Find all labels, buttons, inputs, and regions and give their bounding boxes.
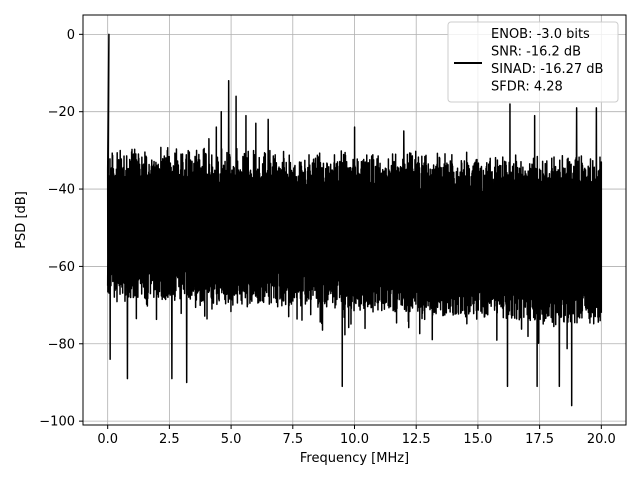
x-tick-label: 0.0 <box>97 432 118 447</box>
y-tick-label: −100 <box>39 415 75 430</box>
y-tick-label: −60 <box>48 260 75 275</box>
legend-enob: ENOB: -3.0 bits <box>491 27 590 42</box>
legend-snr: SNR: -16.2 dB <box>491 45 581 60</box>
x-tick-label: 15.0 <box>463 432 492 447</box>
legend-sinad: SINAD: -16.27 dB <box>491 62 603 77</box>
y-tick-label: 0 <box>67 28 75 43</box>
x-tick-label: 2.5 <box>159 432 180 447</box>
x-tick-label: 20.0 <box>587 432 616 447</box>
y-tick-label: −40 <box>48 183 75 198</box>
y-axis-label: PSD [dB] <box>14 191 29 249</box>
x-tick-label: 10.0 <box>340 432 369 447</box>
psd-series-line <box>106 33 603 407</box>
x-tick-label: 5.0 <box>221 432 242 447</box>
y-axis: 0 −20 −40 −60 −80 −100 <box>39 28 83 430</box>
series-layer <box>106 33 603 407</box>
x-tick-label: 17.5 <box>525 432 554 447</box>
x-tick-label: 7.5 <box>282 432 303 447</box>
legend-box <box>447 21 619 103</box>
legend-sfdr: SFDR: 4.28 <box>491 80 563 95</box>
x-axis-label: Frequency [MHz] <box>300 451 409 466</box>
x-axis: 0.0 2.5 5.0 7.5 10.0 12.5 15.0 17.5 20.0 <box>97 425 616 447</box>
x-tick-label: 12.5 <box>402 432 431 447</box>
legend: ENOB: -3.0 bits SNR: -16.2 dB SINAD: -16… <box>447 21 619 103</box>
y-tick-label: −80 <box>48 337 75 352</box>
y-tick-label: −20 <box>48 105 75 120</box>
